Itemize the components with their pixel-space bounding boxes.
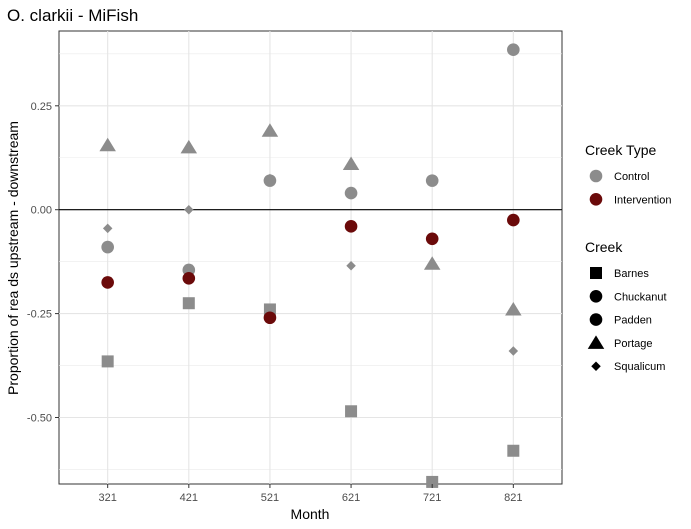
data-point-barnes xyxy=(426,475,439,488)
legend-label: Control xyxy=(614,171,649,183)
legend-label: Portage xyxy=(614,338,653,350)
data-point-squalicum xyxy=(508,346,519,356)
x-tick-label: 521 xyxy=(261,492,279,504)
x-tick-label: 721 xyxy=(423,492,441,504)
data-point-portage xyxy=(423,256,441,270)
data-point-portage xyxy=(99,137,116,152)
data-point-portage xyxy=(505,301,522,316)
x-axis-title: Month xyxy=(291,506,330,522)
x-tick-label: 821 xyxy=(504,492,522,504)
data-point-padden xyxy=(263,311,277,325)
legend-key-barnes xyxy=(590,267,602,279)
x-axis: 321 421 521 621 721 821 xyxy=(98,484,523,504)
data-point-padden xyxy=(182,271,196,285)
data-point-padden xyxy=(344,220,358,233)
legend-key-control xyxy=(589,169,603,183)
legend-label: Squalicum xyxy=(614,361,665,373)
data-point-chuckanut xyxy=(425,174,439,187)
data-point-squalicum xyxy=(184,204,194,215)
data-point-chuckanut xyxy=(101,240,114,254)
y-tick-label: -0.25 xyxy=(27,309,52,321)
data-point-padden xyxy=(425,232,439,246)
data-point-squalicum xyxy=(346,261,356,271)
x-tick-label: 421 xyxy=(180,492,198,504)
legend-key-chuckanut xyxy=(589,290,603,303)
x-tick-label: 321 xyxy=(98,492,116,504)
data-point-portage xyxy=(261,123,279,137)
legend-key-padden xyxy=(589,313,603,326)
data-point-padden xyxy=(101,276,114,289)
data-point-squalicum xyxy=(102,223,113,234)
data-point-barnes xyxy=(182,297,195,310)
legend-label: Barnes xyxy=(614,268,649,280)
legend-key-squalicum xyxy=(591,361,601,371)
x-tick-label: 621 xyxy=(342,492,360,504)
data-point-padden xyxy=(507,213,520,227)
legend-label: Padden xyxy=(614,315,652,327)
legend-label: Intervention xyxy=(614,194,671,206)
data-point-barnes xyxy=(101,355,114,368)
y-tick-label: 0.25 xyxy=(31,101,52,113)
legends: Creek Type Control Intervention Creek Barnes… xyxy=(585,142,671,373)
y-axis: 0.25 0.00 -0.25 -0.50 xyxy=(27,101,59,425)
legend-key-portage xyxy=(587,335,605,349)
data-point-barnes xyxy=(507,444,520,457)
data-point-portage xyxy=(180,139,198,154)
data-points xyxy=(99,43,522,488)
legend-title: Creek Type xyxy=(585,142,657,158)
plot-panel xyxy=(58,30,563,485)
legend-key-intervention xyxy=(589,193,603,206)
chart-title: O. clarkii - MiFish xyxy=(7,6,138,25)
data-point-chuckanut xyxy=(507,43,520,57)
legend-title: Creek xyxy=(585,239,623,255)
y-tick-label: 0.00 xyxy=(31,205,52,217)
data-point-chuckanut xyxy=(344,186,358,200)
data-point-barnes xyxy=(345,405,358,418)
y-tick-label: -0.50 xyxy=(27,413,52,425)
data-point-chuckanut xyxy=(263,174,277,187)
data-point-portage xyxy=(342,156,360,170)
y-axis-title: Proportion of rea ds upstream - downstre… xyxy=(5,121,21,395)
legend-label: Chuckanut xyxy=(614,291,667,303)
